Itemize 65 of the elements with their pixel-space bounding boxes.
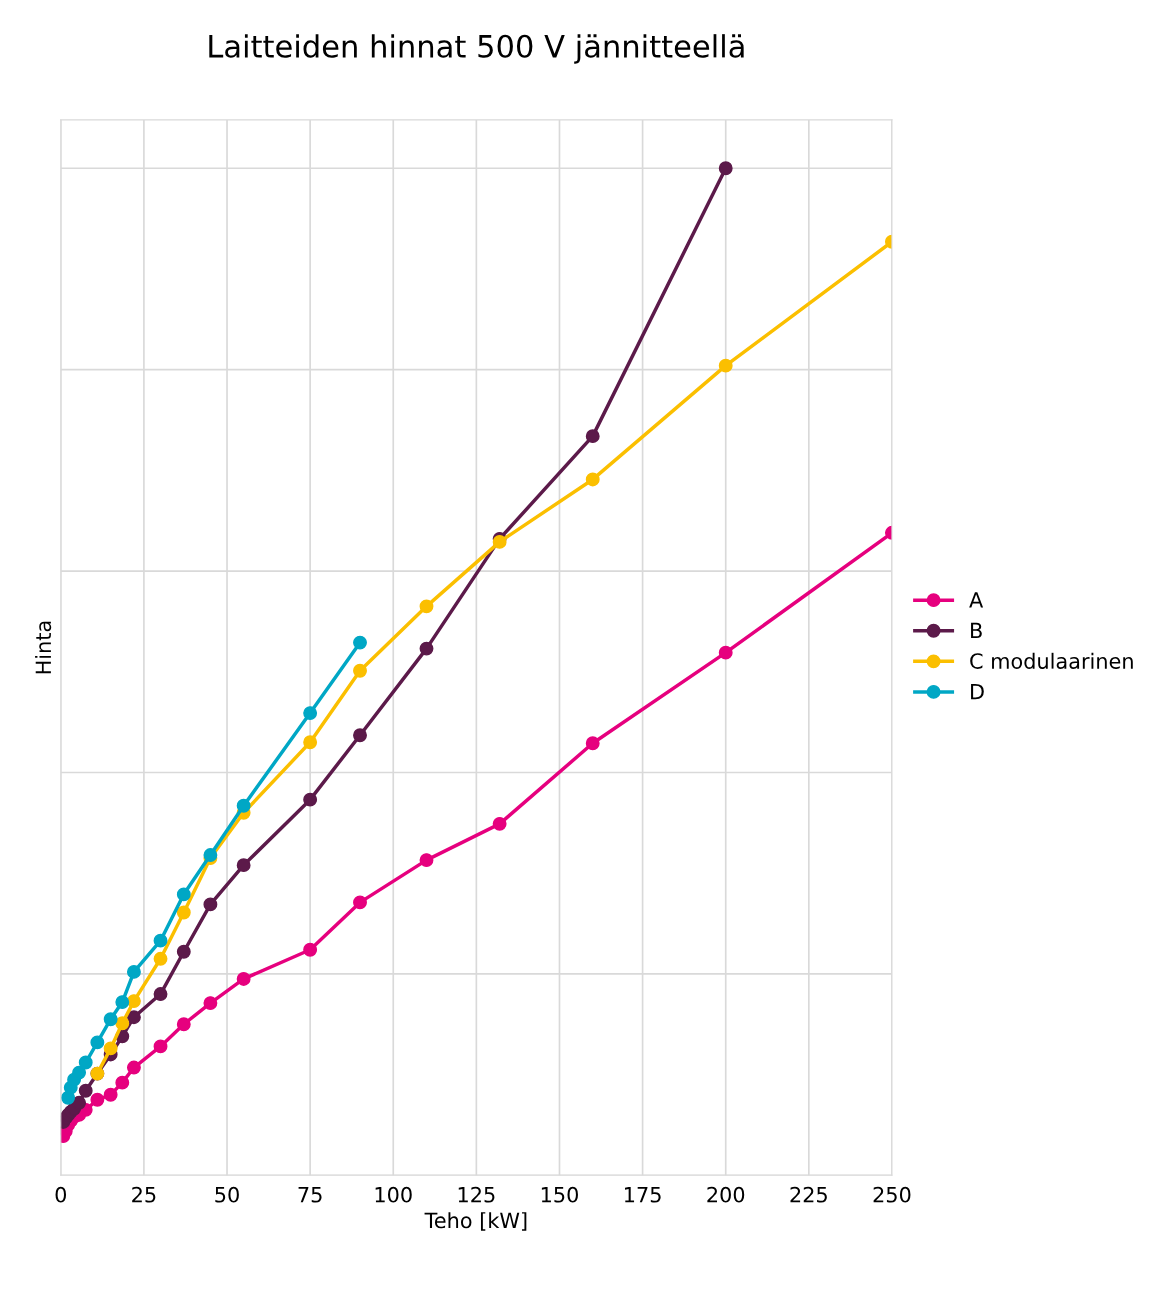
legend-label: D	[971, 684, 984, 700]
point	[236, 858, 251, 873]
point	[203, 996, 218, 1011]
point	[126, 964, 141, 979]
point	[492, 816, 507, 831]
point	[176, 905, 191, 920]
point	[176, 887, 191, 902]
point	[90, 1092, 105, 1107]
point	[718, 161, 733, 176]
legend-label: A	[969, 592, 984, 608]
point	[303, 706, 318, 721]
chart-title: Laitteiden hinnat 500 V jännitteellä	[209, 34, 744, 64]
point	[72, 1065, 87, 1080]
point	[153, 951, 168, 966]
x-tick-label: 175	[625, 1187, 661, 1203]
x-tick-label: 0	[55, 1186, 67, 1203]
x-axis-title: Teho [kW]	[424, 1212, 527, 1231]
point	[176, 1017, 191, 1032]
point	[303, 942, 318, 957]
legend-label: C modulaarinen	[970, 652, 1133, 669]
x-tick-label: 150	[541, 1186, 578, 1203]
point	[126, 1010, 141, 1025]
point	[72, 1095, 87, 1110]
x-tick-label: 50	[215, 1186, 239, 1203]
point	[718, 645, 733, 660]
point	[718, 358, 733, 373]
point	[236, 971, 251, 986]
point	[419, 641, 434, 656]
point	[90, 1035, 105, 1050]
point	[303, 792, 318, 807]
point	[353, 635, 367, 650]
point	[103, 1012, 118, 1027]
point	[585, 736, 600, 751]
point	[353, 663, 367, 678]
point	[126, 1060, 141, 1075]
point	[126, 994, 141, 1009]
point	[203, 897, 218, 912]
point	[353, 728, 367, 743]
point	[78, 1083, 93, 1098]
x-tick-label: 100	[375, 1186, 412, 1203]
x-tick-label: 250	[873, 1186, 911, 1203]
point	[176, 944, 191, 959]
point	[78, 1055, 93, 1070]
x-tick-label: 225	[790, 1186, 827, 1203]
x-tick-label: 200	[707, 1186, 745, 1203]
point	[115, 1016, 130, 1031]
point	[153, 987, 168, 1001]
point	[153, 1039, 168, 1054]
legend-label: B	[971, 622, 982, 639]
point	[153, 933, 168, 948]
point	[115, 1075, 130, 1090]
point	[419, 853, 434, 868]
point	[353, 895, 367, 910]
point	[585, 429, 600, 444]
x-tick-label: 75	[298, 1187, 322, 1203]
point	[103, 1041, 118, 1056]
point	[303, 735, 318, 750]
point	[236, 798, 251, 813]
y-axis-title: Hinta	[35, 621, 52, 674]
x-tick-label: 25	[132, 1186, 156, 1203]
point	[115, 995, 130, 1010]
x-tick-label: 125	[458, 1186, 495, 1203]
point	[585, 472, 600, 487]
point	[103, 1087, 118, 1102]
point	[419, 599, 434, 614]
